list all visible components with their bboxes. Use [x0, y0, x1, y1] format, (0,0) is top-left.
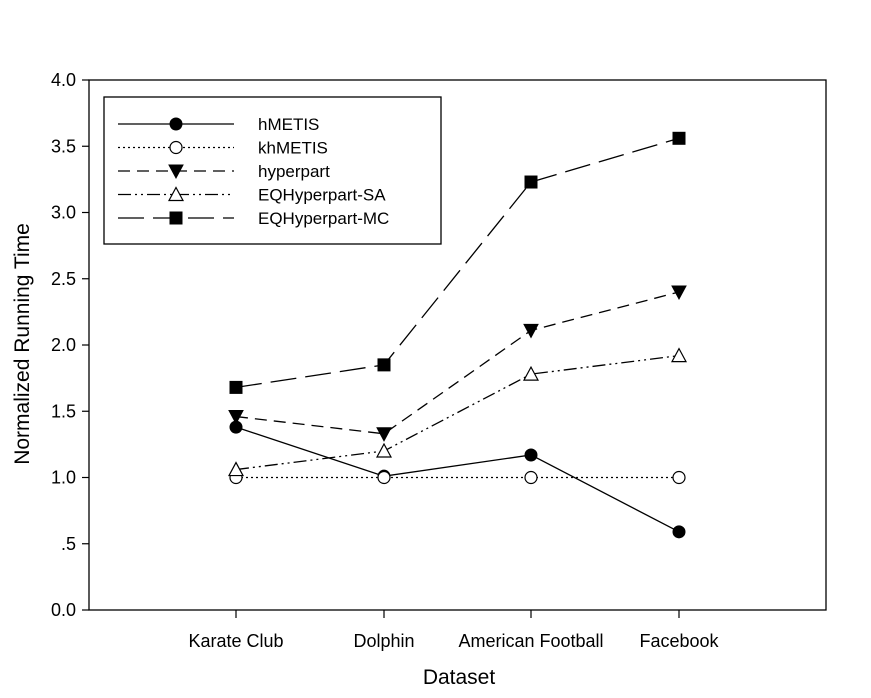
legend-label: hyperpart — [258, 162, 330, 181]
x-tick-label: American Football — [458, 631, 603, 651]
x-tick-label: Dolphin — [353, 631, 414, 651]
series-lines — [235, 137, 680, 533]
y-tick-label: 3.0 — [51, 203, 76, 223]
y-tick-label: 2.0 — [51, 335, 76, 355]
legend-marker-EQHyperpart-SA — [167, 186, 185, 202]
y-tick-label: 3.5 — [51, 136, 76, 156]
data-point-hyperpart — [228, 410, 244, 425]
legend-marker-EQHyperpart-MC — [169, 211, 183, 225]
data-point-hyperpart — [376, 427, 392, 442]
chart-axes: 0.0 .5 1.0 1.5 2.0 2.5 3.0 3.5 4.0 Karate Club Dol… — [51, 70, 827, 651]
y-tick-label: 1.0 — [51, 468, 76, 488]
data-point-hMETIS — [524, 448, 538, 462]
data-point-EQHyperpart-SA — [670, 347, 688, 363]
legend-marker-khMETIS — [169, 140, 183, 155]
series-line-hyperpart — [235, 291, 680, 435]
legend-marker-hMETIS — [169, 117, 183, 131]
y-tick-label: .5 — [61, 534, 76, 554]
data-point-hyperpart — [523, 323, 539, 339]
data-point-EQHyperpart-MC — [524, 175, 538, 189]
y-tick-label: 0.0 — [51, 600, 76, 620]
series-line-EQHyperpart-SA — [235, 354, 680, 471]
data-point-EQHyperpart-SA — [227, 461, 245, 477]
data-point-EQHyperpart-MC — [229, 380, 243, 394]
data-point-EQHyperpart-MC — [672, 131, 686, 145]
chart-legend: hMETIS khMETIS hyperpart EQHyperpart-SA EQHy… — [103, 96, 442, 245]
data-point-hMETIS — [672, 525, 686, 539]
legend-label: khMETIS — [258, 139, 328, 158]
legend-marker-hyperpart — [168, 164, 184, 180]
data-point-EQHyperpart-SA — [375, 442, 393, 458]
legend-label: hMETIS — [258, 115, 319, 134]
x-tick-label: Facebook — [639, 631, 719, 651]
series-line-EQHyperpart-MC — [235, 137, 680, 389]
data-point-EQHyperpart-SA — [522, 365, 540, 381]
series-markers — [227, 131, 688, 539]
data-point-khMETIS — [672, 470, 686, 485]
y-tick-label: 1.5 — [51, 401, 76, 421]
data-point-hyperpart — [671, 285, 687, 301]
data-point-EQHyperpart-MC — [377, 358, 391, 372]
series-line-hMETIS — [235, 426, 680, 533]
y-tick-label: 2.5 — [51, 269, 76, 289]
legend-label: EQHyperpart-SA — [258, 186, 386, 205]
x-tick-label: Karate Club — [188, 631, 283, 651]
legend-label: EQHyperpart-MC — [258, 209, 389, 228]
y-axis-title: Normalized Running Time — [11, 223, 34, 465]
y-tick-label: 4.0 — [51, 70, 76, 90]
data-point-khMETIS — [377, 470, 391, 485]
data-point-khMETIS — [524, 470, 538, 485]
x-axis-title: Dataset — [423, 666, 496, 689]
